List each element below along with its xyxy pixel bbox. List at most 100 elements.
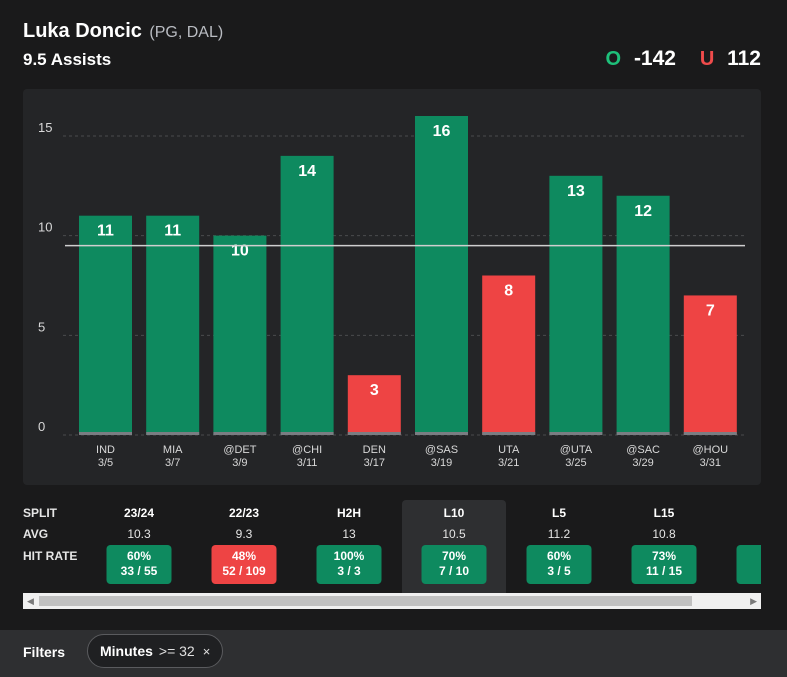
bar-base — [146, 432, 200, 435]
bar-base — [79, 432, 132, 435]
over-letter: O — [605, 48, 622, 70]
x-tick-opponent: UTA — [498, 444, 520, 456]
x-tick-date: 3/5 — [98, 457, 113, 469]
split-column[interactable]: L 1 620 — [717, 500, 761, 594]
under-odds[interactable]: 112 — [727, 47, 761, 70]
chart-bar — [347, 375, 401, 435]
horizontal-scrollbar[interactable]: ◀ ▶ — [23, 593, 761, 609]
split-avg: 10.5 — [442, 527, 466, 541]
y-tick-label: 0 — [38, 419, 45, 434]
x-tick-opponent: @HOU — [692, 444, 728, 456]
split-avg: 13 — [342, 527, 356, 541]
bar-value-label: 3 — [370, 382, 379, 399]
bar-base — [415, 432, 468, 435]
y-tick-label: 15 — [38, 120, 52, 135]
prop-header: Luka Doncic (PG, DAL) 9.5 Assists O -142… — [23, 18, 761, 76]
x-tick-date: 3/7 — [165, 457, 180, 469]
hit-rate-pct: 48% — [231, 549, 257, 563]
chart-bar — [213, 235, 267, 435]
hit-rate-fraction: 52 / 109 — [222, 564, 266, 578]
bar-value-label: 8 — [504, 283, 513, 300]
row-label-split: SPLIT — [23, 506, 58, 520]
hit-rate-fraction: 11 / 15 — [645, 564, 683, 578]
chart-bar — [146, 215, 200, 435]
filters-bar: Filters Minutes >= 32 × — [0, 630, 787, 677]
x-tick-opponent: @CHI — [292, 444, 322, 456]
chart-bar — [549, 175, 603, 435]
bar-value-label: 10 — [231, 243, 249, 260]
filter-chip-minutes[interactable]: Minutes >= 32 × — [87, 634, 224, 668]
hit-rate-chip: 60% 3 / 5 — [526, 545, 592, 584]
split-name: L — [717, 506, 761, 520]
bar-value-label: 13 — [567, 183, 585, 200]
split-avg: 10.3 — [127, 527, 151, 541]
over-odds[interactable]: -142 — [633, 47, 676, 70]
bar-chart: 05101511IND3/511MIA3/710@DET3/914@CHI3/1… — [38, 116, 745, 469]
split-column[interactable]: L5 11.2 60% 3 / 5 — [507, 500, 611, 594]
scroll-thumb[interactable] — [39, 596, 692, 606]
chart-bar — [79, 215, 132, 435]
player-name: Luka Doncic — [23, 20, 142, 42]
game-log-chart: 0 5 10 15 11 IND 3/5 11 MIA 3/7 10 @DET 3/9 14 @CHI 3/1… — [23, 89, 761, 485]
filter-chip-name: Minutes — [100, 643, 153, 659]
x-tick-opponent: IND — [96, 444, 115, 456]
bar-base — [280, 432, 334, 435]
hit-rate-pct: 70% — [441, 549, 467, 563]
bar-value-label: 16 — [433, 123, 451, 140]
y-tick-label: 10 — [38, 220, 52, 235]
bar-base — [683, 432, 737, 435]
bar-base — [213, 432, 267, 435]
hit-rate-chip: 620 — [736, 545, 762, 584]
bar-value-label: 12 — [634, 203, 652, 220]
split-column[interactable]: 23/24 10.3 60% 33 / 55 — [87, 500, 191, 594]
x-tick-opponent: @SAC — [626, 444, 660, 456]
bar-value-label: 11 — [164, 223, 181, 240]
split-name: 23/24 — [123, 506, 155, 520]
player-meta: (PG, DAL) — [149, 24, 224, 41]
split-column[interactable]: H2H 13 100% 3 / 3 — [297, 500, 401, 594]
under-letter: U — [699, 48, 715, 70]
x-tick-opponent: @UTA — [560, 444, 593, 456]
split-column[interactable]: 22/23 9.3 48% 52 / 109 — [192, 500, 296, 594]
split-avg: 10.8 — [652, 527, 676, 541]
split-name: L10 — [443, 506, 465, 520]
scroll-right-icon[interactable]: ▶ — [750, 596, 757, 606]
x-tick-date: 3/17 — [364, 457, 385, 469]
hit-rate-pct: 6 — [737, 549, 762, 564]
x-tick-date: 3/19 — [431, 457, 452, 469]
x-tick-date: 3/25 — [565, 457, 586, 469]
bar-value-label: 14 — [298, 163, 316, 180]
split-name: 22/23 — [228, 506, 260, 520]
hit-rate-chip: 60% 33 / 55 — [106, 545, 172, 584]
hit-rate-pct: 100% — [333, 549, 365, 563]
x-tick-opponent: MIA — [163, 444, 183, 456]
bar-base — [347, 432, 401, 435]
hit-rate-chip: 73% 11 / 15 — [631, 545, 697, 584]
chart-bar — [415, 116, 468, 435]
x-tick-opponent: DEN — [363, 444, 386, 456]
bar-base — [549, 432, 603, 435]
hit-rate-chip: 100% 3 / 3 — [316, 545, 382, 584]
odds-display: O -142 U 112 — [606, 47, 761, 71]
bar-value-label: 7 — [706, 302, 715, 319]
y-tick-label: 5 — [38, 319, 45, 334]
scroll-left-icon[interactable]: ◀ — [27, 596, 34, 606]
split-column[interactable]: L15 10.8 73% 11 / 15 — [612, 500, 716, 594]
hit-rate-fraction: 33 / 55 — [120, 564, 158, 578]
hit-rate-chip: 70% 7 / 10 — [421, 545, 487, 584]
chart-bar — [616, 195, 670, 435]
hit-rate-fraction: 3 / 3 — [337, 564, 361, 578]
prop-line: 9.5 Assists — [23, 50, 112, 69]
split-avg: 1 — [717, 527, 761, 541]
x-tick-date: 3/9 — [232, 457, 247, 469]
bar-value-label: 11 — [97, 223, 114, 240]
split-column[interactable]: L10 10.5 70% 7 / 10 — [402, 500, 506, 594]
x-tick-date: 3/29 — [632, 457, 653, 469]
player-line: Luka Doncic (PG, DAL) — [23, 20, 223, 43]
splits-table: SPLIT AVG HIT RATE 23/24 10.3 60% 33 / 55 22… — [23, 500, 761, 594]
x-tick-date: 3/11 — [297, 457, 318, 469]
bar-base — [616, 432, 670, 435]
x-tick-date: 3/31 — [700, 457, 721, 469]
close-icon[interactable]: × — [202, 644, 211, 659]
split-name: H2H — [336, 506, 361, 520]
